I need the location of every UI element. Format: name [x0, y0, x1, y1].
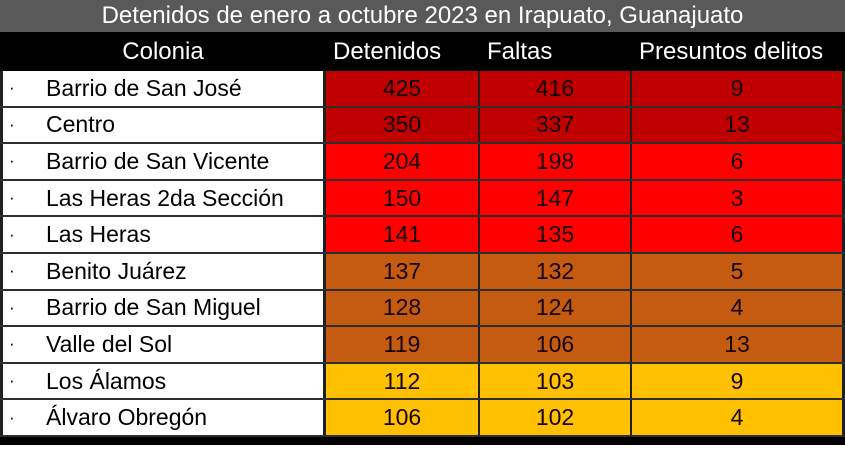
colonia-label: Barrio de San José — [46, 74, 242, 101]
faltas-value: 198 — [480, 144, 632, 179]
table-body: · Barrio de San José 425 416 9 · Centro 350 337 1… — [0, 71, 845, 437]
bullet-marker: · — [9, 407, 15, 427]
presuntos-delitos-value: 9 — [632, 71, 845, 106]
colonia-label: Las Heras 2da Sección — [46, 184, 284, 211]
bullet-marker: · — [9, 188, 15, 208]
faltas-value: 106 — [480, 327, 632, 362]
faltas-value: 124 — [480, 290, 632, 326]
detenidos-value: 204 — [326, 144, 480, 179]
faltas-value: 135 — [480, 217, 632, 252]
detenidos-value: 141 — [326, 217, 480, 252]
detenidos-value: 137 — [326, 253, 480, 289]
presuntos-delitos-value: 9 — [632, 363, 845, 399]
presuntos-delitos-value: 6 — [632, 144, 845, 179]
detenidos-value: 128 — [326, 290, 480, 326]
colonia-label: Valle del Sol — [46, 330, 173, 357]
table-row: · Álvaro Obregón 106 102 4 — [0, 400, 845, 437]
page-title: Detenidos de enero a octubre 2023 en Ira… — [101, 2, 744, 29]
presuntos-delitos-value: 13 — [632, 327, 845, 362]
column-header-faltas: Faltas — [487, 38, 553, 65]
colonia-cell: · Los Álamos — [0, 363, 326, 399]
detenidos-value: 112 — [326, 363, 480, 399]
detenidos-value: 106 — [326, 400, 480, 435]
table-row: · Barrio de San José 425 416 9 — [0, 71, 845, 108]
bullet-marker: · — [9, 334, 15, 354]
presuntos-delitos-value: 6 — [632, 217, 845, 252]
colonia-cell: · Benito Juárez — [0, 253, 326, 289]
faltas-value: 337 — [480, 107, 632, 143]
table-row: · Centro 350 337 13 — [0, 107, 845, 145]
colonia-label: Álvaro Obregón — [46, 404, 208, 431]
colonia-label: Centro — [46, 111, 116, 138]
table-row: · Barrio de San Vicente 204 198 6 — [0, 144, 845, 181]
colonia-cell: · Las Heras 2da Sección — [0, 180, 326, 216]
faltas-value: 103 — [480, 363, 632, 399]
table-row: · Las Heras 2da Sección 150 147 3 — [0, 180, 845, 218]
colonia-cell: · Las Heras — [0, 217, 326, 252]
colonia-cell: · Barrio de San Vicente — [0, 144, 326, 179]
detenidos-value: 119 — [326, 327, 480, 362]
presuntos-delitos-value: 3 — [632, 180, 845, 216]
column-header-presuntos-delitos: Presuntos delitos — [639, 38, 824, 65]
colonia-label: Los Álamos — [46, 367, 167, 394]
colonia-label: Barrio de San Miguel — [46, 294, 261, 321]
faltas-value: 132 — [480, 253, 632, 289]
colonia-cell: · Barrio de San José — [0, 71, 326, 106]
colonia-label: Benito Juárez — [46, 257, 187, 284]
bullet-marker: · — [9, 224, 15, 244]
colonia-label: Barrio de San Vicente — [46, 147, 270, 174]
bullet-marker: · — [9, 151, 15, 171]
colonia-label: Las Heras — [46, 221, 151, 248]
presuntos-delitos-value: 5 — [632, 253, 845, 289]
colonia-cell: · Álvaro Obregón — [0, 400, 326, 435]
table-row: · Barrio de San Miguel 128 124 4 — [0, 290, 845, 328]
column-header-detenidos: Detenidos — [333, 38, 442, 65]
bullet-marker: · — [9, 261, 15, 281]
faltas-value: 147 — [480, 180, 632, 216]
table-row: · Los Álamos 112 103 9 — [0, 363, 845, 401]
faltas-value: 416 — [480, 71, 632, 106]
bullet-marker: · — [9, 114, 15, 134]
bullet-marker: · — [9, 78, 15, 98]
table-row: · Las Heras 141 135 6 — [0, 217, 845, 254]
colonia-cell: · Valle del Sol — [0, 327, 326, 362]
colonia-cell: · Barrio de San Miguel — [0, 290, 326, 326]
detenidos-value: 350 — [326, 107, 480, 143]
presuntos-delitos-value: 4 — [632, 400, 845, 435]
column-header-colonia: Colonia — [122, 38, 204, 65]
presuntos-delitos-value: 4 — [632, 290, 845, 326]
table-row: · Benito Juárez 137 132 5 — [0, 253, 845, 291]
table-bottom-border — [0, 436, 845, 445]
presuntos-delitos-value: 13 — [632, 107, 845, 143]
bullet-marker: · — [9, 371, 15, 391]
bullet-marker: · — [9, 297, 15, 317]
table-row: · Valle del Sol 119 106 13 — [0, 327, 845, 364]
colonia-cell: · Centro — [0, 107, 326, 143]
table-header-row: Colonia Detenidos Faltas Presuntos delit… — [0, 33, 845, 71]
detenidos-value: 150 — [326, 180, 480, 216]
title-bar: Detenidos de enero a octubre 2023 en Ira… — [0, 0, 845, 33]
faltas-value: 102 — [480, 400, 632, 435]
detenidos-value: 425 — [326, 71, 480, 106]
